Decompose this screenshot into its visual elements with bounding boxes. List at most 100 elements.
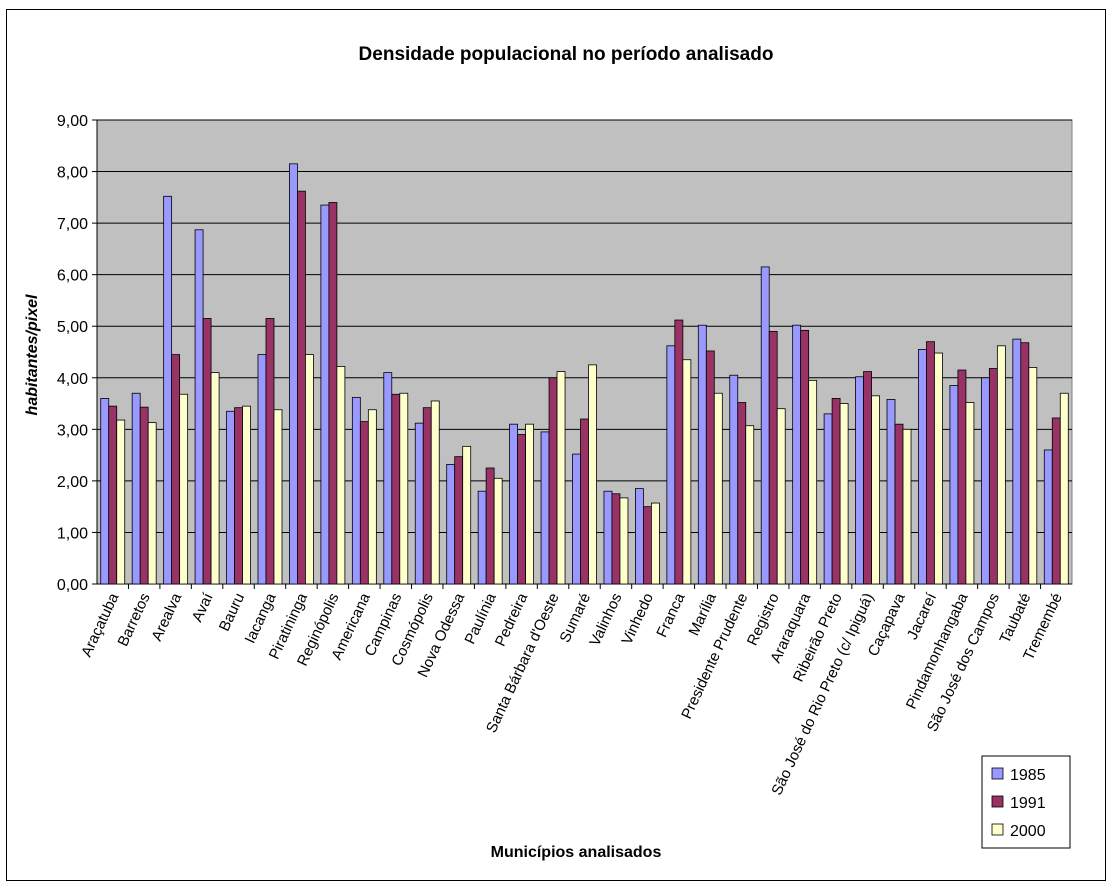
bar-1985-29: [980, 377, 990, 585]
bar-1985-20: [697, 324, 707, 585]
x-category-label: Presidente Prudente: [678, 591, 751, 722]
bar-1985-2: [131, 392, 141, 585]
bar-1991-4: [202, 318, 212, 585]
bar-2000-14: [525, 423, 534, 585]
bar-2000-8: [336, 366, 346, 585]
bar-1985-23: [792, 324, 802, 585]
bar-2000-28: [965, 402, 975, 585]
legend-swatch-1991: [991, 795, 1004, 808]
bar-2000-20: [713, 392, 723, 585]
bar-2000-3: [179, 393, 189, 585]
bar-2000-4: [210, 372, 220, 585]
bar-1991-12: [454, 456, 464, 585]
x-category-label: Franca: [653, 590, 688, 640]
y-tick-label: 5,00: [57, 319, 88, 336]
bar-2000-17: [619, 497, 629, 585]
bar-1985-18: [635, 488, 644, 585]
bar-1985-19: [666, 345, 676, 585]
bar-1991-23: [800, 329, 810, 585]
bar-1985-3: [163, 195, 173, 585]
bar-2000-19: [682, 359, 692, 585]
bar-1985-25: [855, 376, 864, 585]
bar-2000-24: [839, 403, 849, 585]
bar-1985-21: [729, 374, 739, 585]
y-tick-label: 2,00: [57, 474, 88, 491]
legend-label-1991: 1991: [1010, 795, 1046, 812]
legend-swatch-1985: [991, 767, 1004, 780]
y-tick-label: 3,00: [57, 422, 88, 439]
bar-1991-18: [643, 506, 652, 585]
bar-2000-15: [556, 371, 566, 585]
bar-1985-7: [289, 163, 298, 585]
bar-1991-11: [422, 407, 432, 585]
bar-2000-18: [651, 502, 660, 585]
bar-1985-1: [100, 397, 110, 585]
bar-1991-8: [328, 202, 338, 585]
bar-1991-7: [297, 190, 306, 585]
bar-2000-21: [745, 425, 755, 585]
bar-2000-30: [1028, 367, 1038, 585]
bar-1985-26: [886, 399, 896, 585]
y-tick-label: 8,00: [57, 165, 88, 182]
bar-1991-22: [768, 330, 778, 585]
y-tick-label: 0,00: [57, 577, 88, 594]
bar-1985-12: [446, 463, 456, 585]
x-category-label: Marília: [686, 590, 721, 639]
bar-2000-6: [273, 409, 283, 585]
bar-1991-14: [517, 434, 526, 585]
bar-1991-28: [957, 369, 967, 585]
bar-1985-9: [351, 396, 361, 585]
bar-1991-20: [705, 350, 715, 585]
x-axis-label: Municípios analisados: [491, 844, 662, 861]
bar-1985-6: [257, 354, 267, 585]
bar-1991-29: [988, 368, 998, 585]
bar-2000-2: [147, 422, 157, 585]
x-category-label: Bauru: [216, 591, 248, 634]
bar-2000-12: [462, 445, 472, 585]
bar-1991-27: [926, 341, 935, 585]
bar-2000-5: [242, 405, 251, 585]
bar-1991-24: [831, 397, 841, 585]
y-tick-label: 9,00: [57, 113, 88, 130]
y-tick-label: 6,00: [57, 268, 88, 285]
bar-1985-10: [383, 372, 393, 585]
bar-1991-25: [863, 371, 872, 585]
bar-1991-10: [391, 393, 401, 585]
bar-1985-30: [1012, 338, 1022, 585]
bar-1985-13: [477, 490, 487, 585]
bar-2000-13: [493, 477, 503, 585]
bar-2000-25: [871, 395, 880, 585]
bar-1991-26: [894, 423, 904, 585]
bar-1991-15: [548, 377, 558, 585]
y-axis-label: habitantes/pixel: [24, 294, 41, 415]
bar-2000-7: [305, 354, 314, 585]
bar-2000-1: [116, 419, 126, 585]
x-category-label: Arealva: [148, 590, 185, 644]
bar-2000-26: [902, 428, 912, 585]
bar-1991-19: [674, 319, 684, 585]
bar-1991-13: [485, 467, 495, 585]
bar-1991-9: [359, 421, 369, 585]
bar-1991-2: [139, 406, 149, 585]
bar-2000-29: [996, 345, 1006, 585]
bar-2000-23: [808, 379, 818, 585]
chart-title: Densidade populacional no período analis…: [359, 44, 774, 65]
bar-2000-9: [367, 409, 377, 585]
bar-1985-15: [540, 431, 550, 585]
bar-1985-17: [603, 490, 613, 585]
bar-1991-1: [108, 405, 118, 585]
bar-1991-5: [234, 407, 243, 585]
bar-2000-11: [430, 400, 440, 585]
bar-2000-10: [399, 392, 409, 585]
bar-1985-5: [226, 410, 235, 585]
bar-1985-28: [949, 385, 959, 585]
bar-1991-30: [1020, 342, 1030, 585]
bar-1991-31: [1051, 417, 1061, 585]
legend-label-2000: 2000: [1010, 823, 1046, 840]
bar-1985-31: [1043, 449, 1053, 585]
bar-2000-31: [1059, 392, 1069, 585]
bar-1985-4: [194, 229, 204, 585]
bar-1985-8: [320, 204, 330, 585]
bar-2000-27: [934, 352, 943, 585]
bar-2000-16: [588, 364, 597, 585]
